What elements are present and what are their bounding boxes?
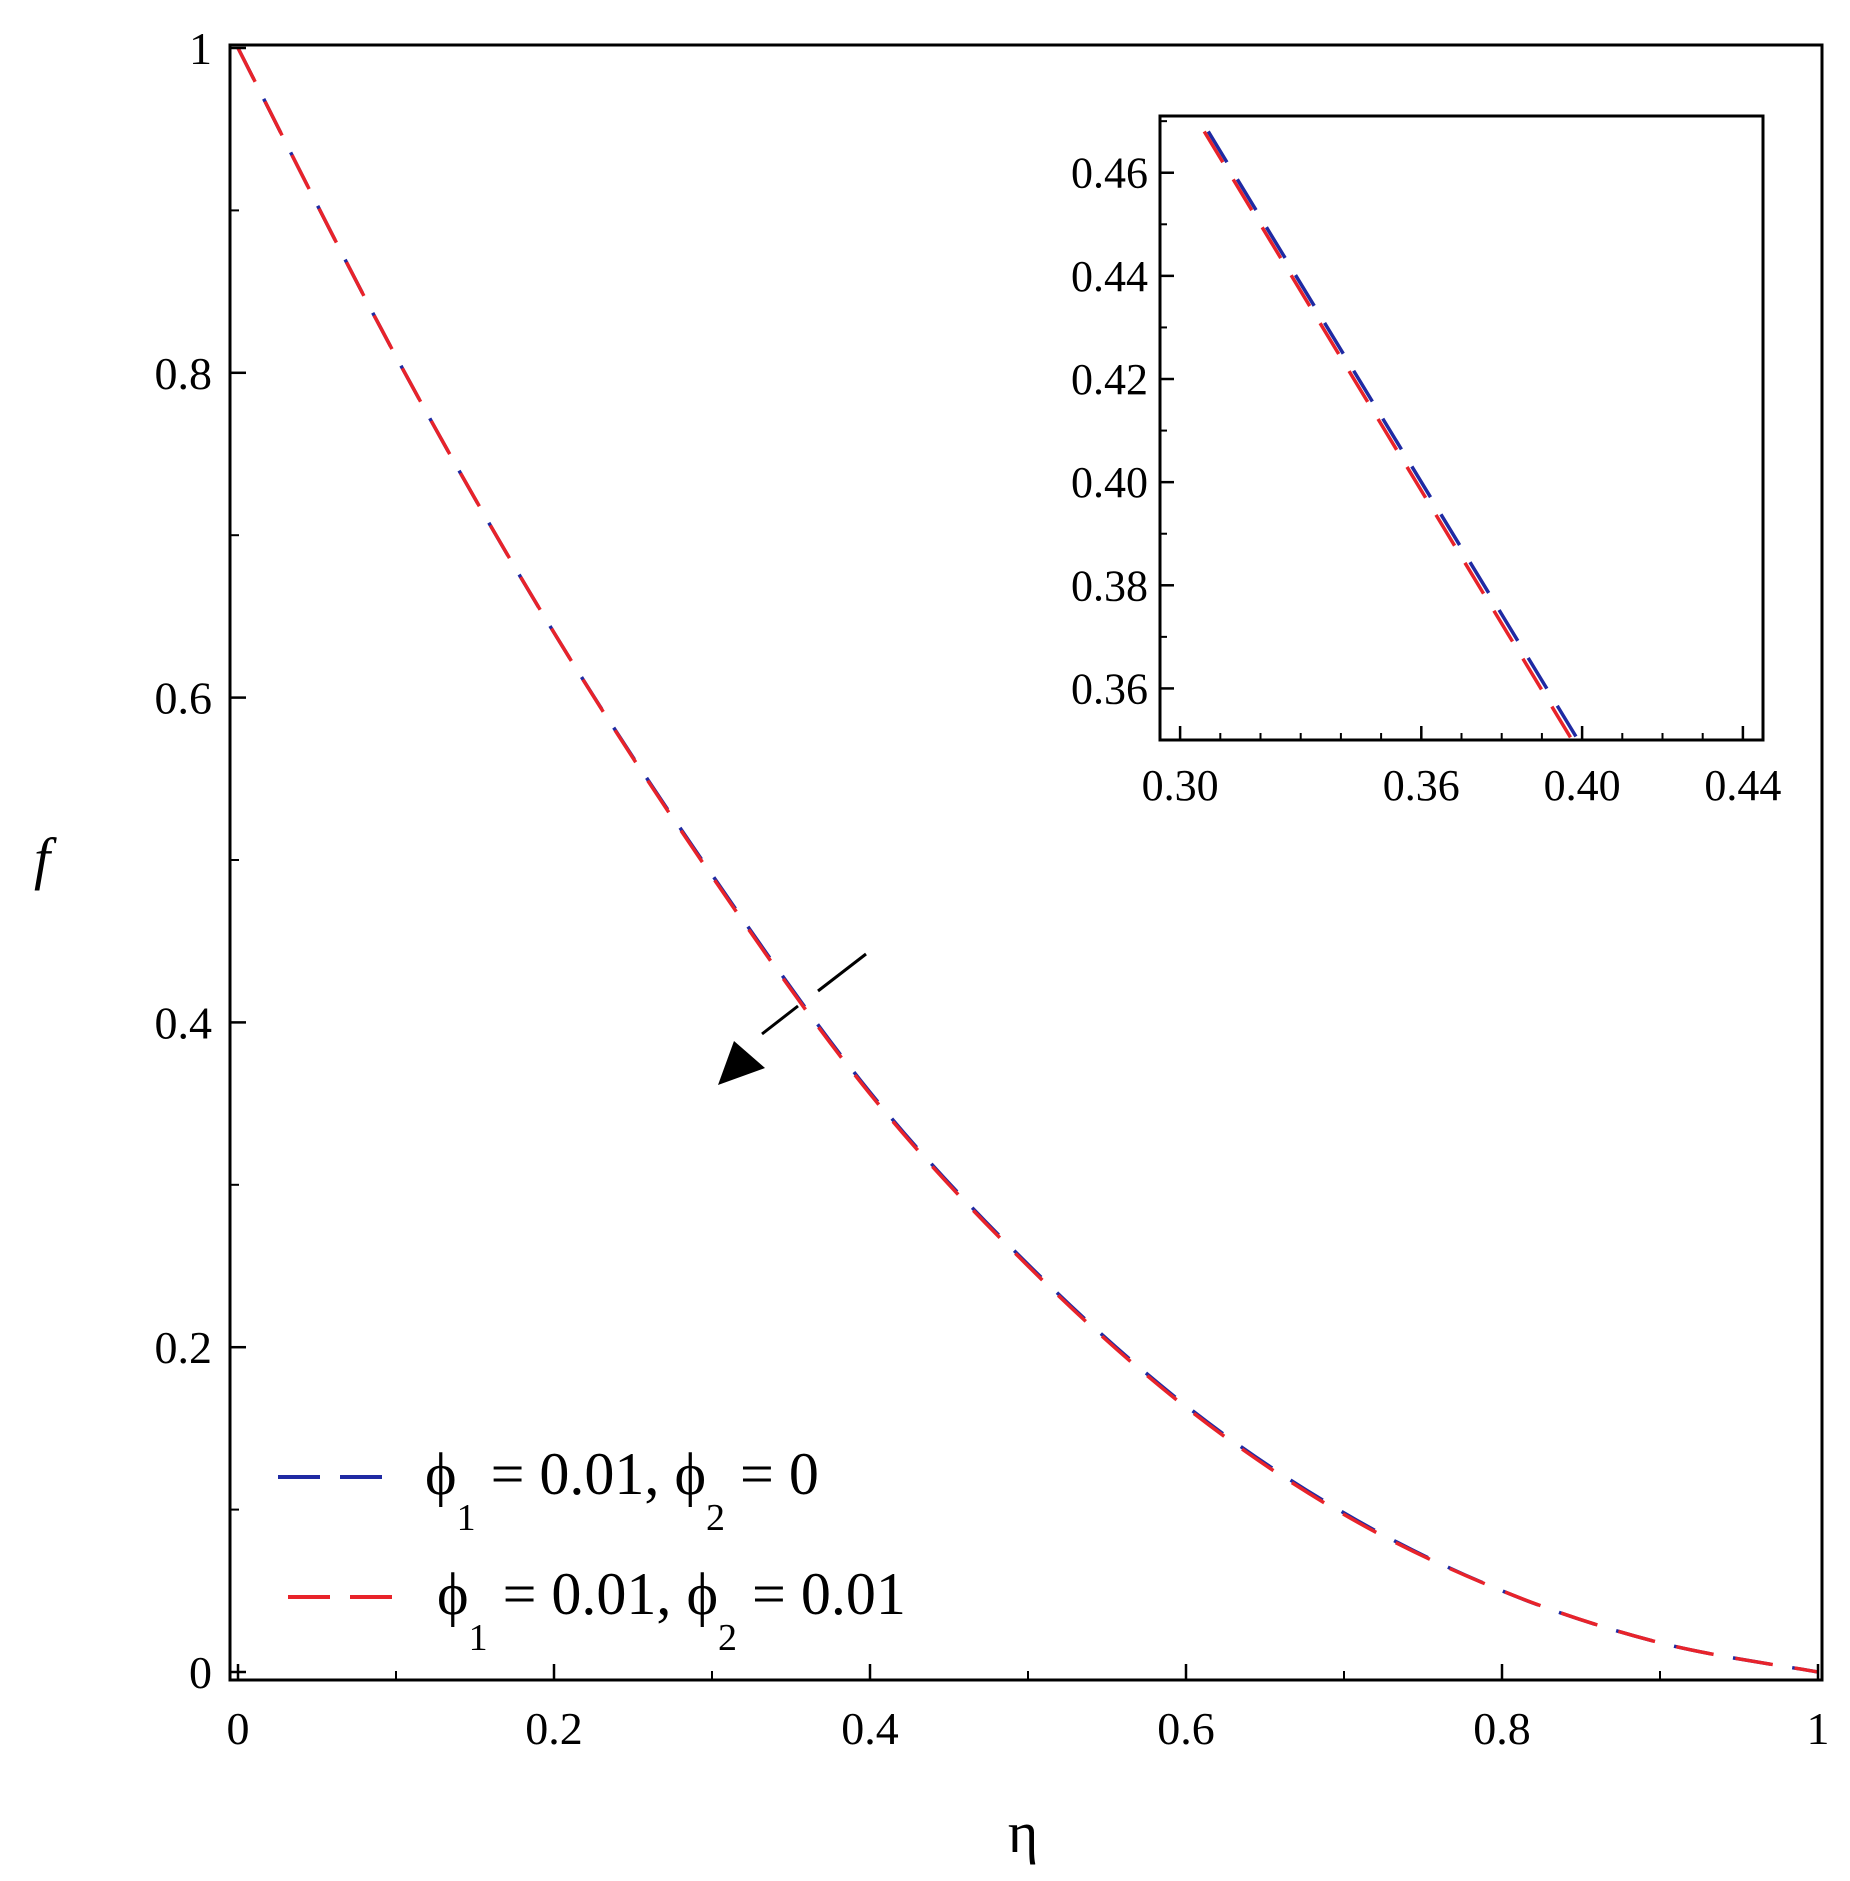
inset-y-tick-label: 0.36 <box>1071 664 1148 713</box>
inset-y-tick-label: 0.42 <box>1071 355 1148 404</box>
inset-series-line-2 <box>1202 130 1574 741</box>
y-tick-label: 0 <box>189 1647 212 1698</box>
legend-series-2-phi2-sub: 2 <box>718 1617 737 1659</box>
inset-x-tick-label: 0.44 <box>1704 761 1781 810</box>
annotation-arrow-segment-2 <box>761 1004 799 1036</box>
y-tick-label: 0.6 <box>155 673 213 724</box>
inset-ticks: 0.30 0.36 0.40 0.44 0.36 0.38 0.40 0.42 0.44 0.46 <box>1071 120 1781 810</box>
y-tick-label: 0.8 <box>155 348 213 399</box>
inset-x-tick-label: 0.36 <box>1383 761 1460 810</box>
inset-y-tick-label: 0.46 <box>1071 149 1148 198</box>
legend-series-1-phi1-symbol: ϕ <box>425 1441 457 1507</box>
inset-x-tick-label: 0.40 <box>1544 761 1621 810</box>
inset-y-tick-label: 0.38 <box>1071 561 1148 610</box>
series-line-2 <box>236 47 1819 1674</box>
inset-y-tick-label: 0.44 <box>1071 252 1148 301</box>
inset-series-line-1 <box>1206 130 1580 741</box>
main-plot: 0 0.2 0.4 0.6 0.8 100.20.40.60.81 η f ϕ1 = 0.… <box>34 23 1830 1865</box>
x-tick-label: 0.8 <box>1473 1703 1531 1754</box>
inset-plot: 0.30 0.36 0.40 0.44 0.36 0.38 0.40 0.42 0.44 0.46 <box>1071 114 1781 810</box>
legend-series-2-phi1-sub: 1 <box>469 1617 488 1659</box>
annotation-arrow <box>718 952 867 1085</box>
main-ticks: 0 0.2 0.4 0.6 0.8 1 0 0.2 0.4 0.6 0.8 1 <box>155 23 1830 1754</box>
main-curves <box>236 47 1819 1674</box>
inset-curves <box>1202 130 1580 741</box>
main-plot-frame <box>228 43 1824 1682</box>
legend-series-1-phi1-value: = 0.01, <box>476 1441 675 1507</box>
legend-series-2-phi2-value: = 0.01 <box>737 1561 906 1627</box>
y-tick-label: 1 <box>189 23 212 74</box>
x-tick-label: 0.4 <box>841 1703 899 1754</box>
x-axis-title: η <box>1008 1800 1038 1865</box>
annotation-arrowhead <box>718 1041 765 1085</box>
x-tick-label: 0.6 <box>1157 1703 1215 1754</box>
x-tick-label: 1 <box>1807 1703 1830 1754</box>
legend-series-2-phi2-symbol: ϕ <box>686 1561 718 1627</box>
legend-label-series-1: ϕ1 = 0.01, ϕ2 = 0 <box>425 1441 819 1539</box>
inset-y-tick-label: 0.40 <box>1071 458 1148 507</box>
x-tick-label: 0.2 <box>525 1703 583 1754</box>
legend-label-series-2: ϕ1 = 0.01, ϕ2 = 0.01 <box>437 1561 906 1659</box>
x-tick-label: 0 <box>227 1703 250 1754</box>
legend-series-1-phi2-sub: 2 <box>706 1497 725 1539</box>
legend: ϕ1 = 0.01, ϕ2 = 0 ϕ1 = 0.01, ϕ2 = 0.01 <box>278 1441 906 1659</box>
inset-x-tick-label: 0.30 <box>1142 761 1219 810</box>
annotation-arrow-segment-1 <box>817 952 867 993</box>
legend-series-1-phi2-symbol: ϕ <box>674 1441 706 1507</box>
y-tick-label: 0.4 <box>155 997 213 1048</box>
legend-series-1-phi2-value: = 0 <box>725 1441 819 1507</box>
legend-series-2-phi1-value: = 0.01, <box>488 1561 687 1627</box>
y-tick-label: 0.2 <box>155 1322 213 1373</box>
legend-series-1-phi1-sub: 1 <box>457 1497 476 1539</box>
legend-series-2-phi1-symbol: ϕ <box>437 1561 469 1627</box>
inset-background <box>1160 116 1763 740</box>
